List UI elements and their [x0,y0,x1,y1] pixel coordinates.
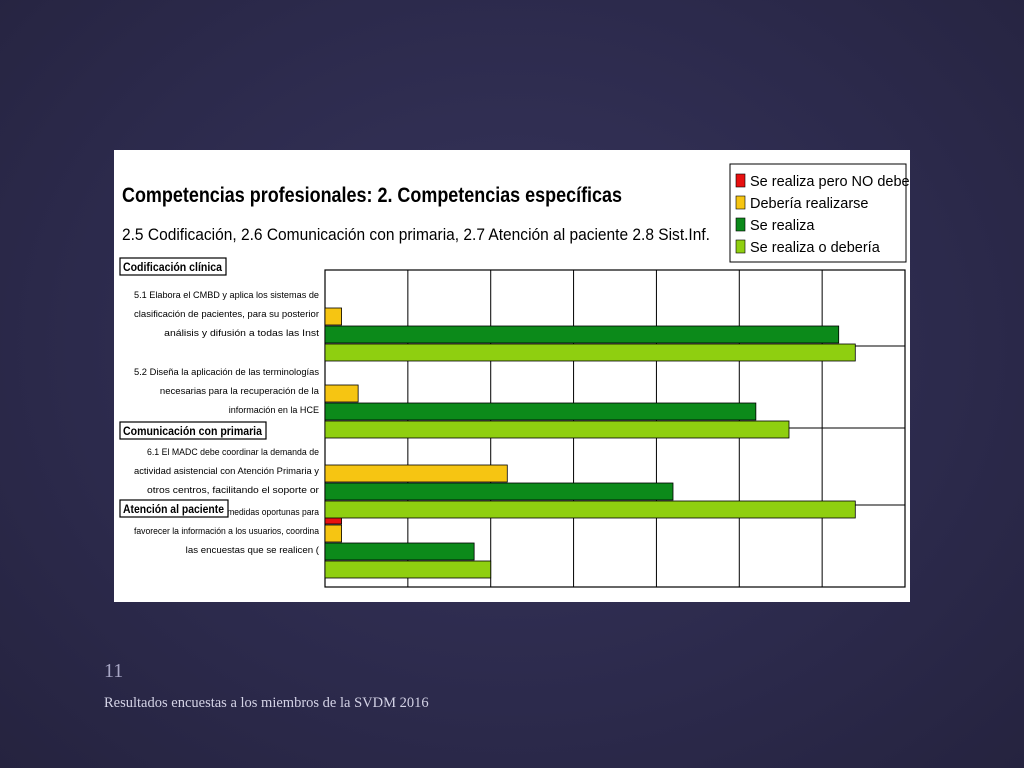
category-label: información en la HCE [229,405,319,416]
legend-label: Se realiza pero NO debería [750,174,910,190]
bar-chart: Competencias profesionales: 2. Competenc… [117,163,910,590]
legend-swatch [735,217,746,232]
category-label: análisis y difusión a todas las Inst [164,328,319,339]
legend-swatch [735,195,746,210]
bar-se-realiza [324,482,674,501]
slide-number: 11 [104,660,124,682]
bar-se-realiza [324,325,840,344]
bar-deber-a-realizarse [324,524,342,543]
bar-deber-a-realizarse [324,307,342,326]
section-header-box [119,499,229,518]
category-label: 5.1 Elabora el CMBD y aplica los sistema… [134,290,319,301]
category-label: actividad asistencial con Atención Prima… [134,466,319,477]
legend-label: Se realiza [750,218,815,234]
chart-title: Competencias profesionales: 2. Competenc… [122,184,622,207]
section-header: Codificación clínica [123,260,222,274]
bar-se-realiza-o-deber-a [324,420,790,439]
category-label: favorecer la información a los usuarios,… [134,526,320,537]
category-label: necesarias para la recuperación de la [160,386,320,397]
bar-se-realiza-o-deber-a [324,560,492,579]
category-label: otros centros, facilitando el soporte or [147,485,320,496]
bar-se-realiza-o-deber-a [324,500,856,519]
chart-image-card: Competencias profesionales: 2. Competenc… [114,150,910,602]
category-label: 6.1 El MADC debe coordinar la demanda de [147,447,319,458]
category-label: 5.2 Diseña la aplicación de las terminol… [134,367,319,378]
chart-subtitle: 2.5 Codificación, 2.6 Comunicación con p… [122,226,710,244]
section-header-box [119,257,227,276]
bar-deber-a-realizarse [324,464,508,483]
section-header: Atención al paciente [123,502,224,516]
bar-se-realiza [324,402,757,421]
slide-footer: Resultados encuestas a los miembros de l… [104,695,429,711]
section-header: Comunicación con primaria [123,424,262,438]
category-label: clasificación de pacientes, para su post… [134,309,320,320]
legend-swatch [735,173,746,188]
bar-se-realiza-o-deber-a [324,343,856,362]
category-label: las encuestas que se realicen ( [186,545,320,556]
legend-label: Debería realizarse [750,196,868,212]
bar-deber-a-realizarse [324,384,359,403]
bar-se-realiza [324,542,475,561]
section-header-box [119,421,267,440]
legend-box [729,163,907,263]
legend-label: Se realiza o debería [750,240,881,256]
legend-swatch [735,239,746,254]
